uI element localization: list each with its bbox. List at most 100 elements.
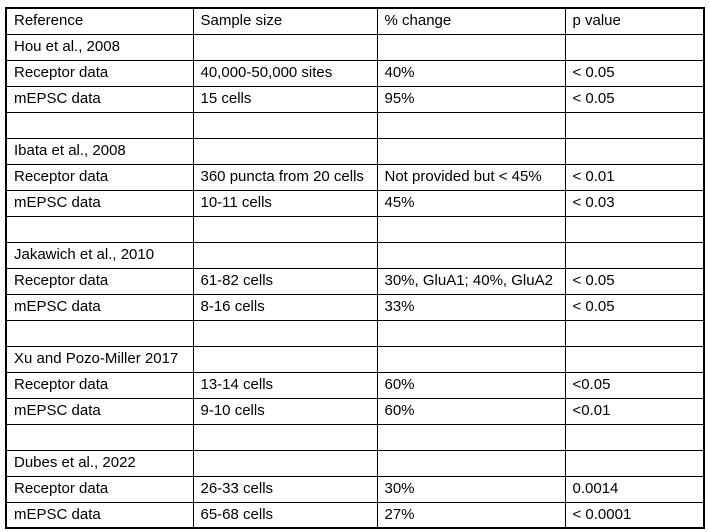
cell-p-value: <0.01	[564, 397, 705, 425]
table-row	[5, 319, 705, 347]
cell-percent-change	[376, 137, 566, 165]
cell-p-value: < 0.03	[564, 189, 705, 217]
cell-percent-change: 30%	[376, 475, 566, 503]
cell-percent-change: Not provided but < 45%	[376, 163, 566, 191]
cell-sample-size	[192, 215, 378, 243]
cell-sample-size	[192, 345, 378, 373]
cell-percent-change	[376, 215, 566, 243]
table-row: mEPSC data 65-68 cells 27% < 0.0001	[5, 501, 705, 529]
cell-p-value	[564, 137, 705, 165]
cell-sample-size: 10-11 cells	[192, 189, 378, 217]
cell-reference: mEPSC data	[5, 397, 194, 425]
cell-sample-size: 26-33 cells	[192, 475, 378, 503]
table-body: Hou et al., 2008 Receptor data 40,000-50…	[5, 33, 705, 529]
cell-sample-size	[192, 33, 378, 61]
cell-sample-size	[192, 449, 378, 477]
cell-percent-change: 60%	[376, 371, 566, 399]
cell-percent-change: 45%	[376, 189, 566, 217]
cell-reference: mEPSC data	[5, 189, 194, 217]
cell-percent-change	[376, 449, 566, 477]
cell-percent-change	[376, 423, 566, 451]
cell-percent-change	[376, 319, 566, 347]
table-row	[5, 215, 705, 243]
cell-reference: Dubes et al., 2022	[5, 449, 194, 477]
column-header-p-value: p value	[564, 7, 705, 35]
cell-sample-size	[192, 137, 378, 165]
cell-p-value	[564, 111, 705, 139]
cell-percent-change: 40%	[376, 59, 566, 87]
cell-percent-change: 95%	[376, 85, 566, 113]
table-row: mEPSC data 10-11 cells 45% < 0.03	[5, 189, 705, 217]
table-row: Hou et al., 2008	[5, 33, 705, 61]
table-row: Dubes et al., 2022	[5, 449, 705, 477]
cell-p-value	[564, 449, 705, 477]
cell-p-value: < 0.05	[564, 85, 705, 113]
cell-p-value	[564, 33, 705, 61]
cell-p-value	[564, 423, 705, 451]
table-row: Receptor data 40,000-50,000 sites 40% < …	[5, 59, 705, 87]
cell-sample-size	[192, 319, 378, 347]
cell-reference: Xu and Pozo-Miller 2017	[5, 345, 194, 373]
table-row: Jakawich et al., 2010	[5, 241, 705, 269]
cell-sample-size: 65-68 cells	[192, 501, 378, 529]
column-header-sample-size: Sample size	[192, 7, 378, 35]
cell-reference: Receptor data	[5, 475, 194, 503]
cell-reference: Receptor data	[5, 163, 194, 191]
table-row: Receptor data 26-33 cells 30% 0.0014	[5, 475, 705, 503]
table-header-row: Reference Sample size % change p value	[5, 7, 705, 35]
cell-sample-size: 15 cells	[192, 85, 378, 113]
table-row: mEPSC data 9-10 cells 60% <0.01	[5, 397, 705, 425]
cell-p-value	[564, 319, 705, 347]
cell-sample-size	[192, 423, 378, 451]
cell-percent-change: 30%, GluA1; 40%, GluA2	[376, 267, 566, 295]
cell-reference: Receptor data	[5, 59, 194, 87]
cell-sample-size	[192, 241, 378, 269]
cell-reference	[5, 215, 194, 243]
cell-reference: mEPSC data	[5, 293, 194, 321]
cell-p-value: < 0.05	[564, 59, 705, 87]
table-row: Xu and Pozo-Miller 2017	[5, 345, 705, 373]
cell-p-value	[564, 345, 705, 373]
cell-p-value: <0.05	[564, 371, 705, 399]
cell-reference: Receptor data	[5, 371, 194, 399]
study-comparison-table: Reference Sample size % change p value H…	[5, 7, 705, 529]
cell-sample-size: 8-16 cells	[192, 293, 378, 321]
cell-percent-change: 27%	[376, 501, 566, 529]
cell-p-value	[564, 241, 705, 269]
cell-percent-change: 60%	[376, 397, 566, 425]
cell-reference	[5, 111, 194, 139]
cell-sample-size: 40,000-50,000 sites	[192, 59, 378, 87]
table-row: mEPSC data 15 cells 95% < 0.05	[5, 85, 705, 113]
table-row: Receptor data 13-14 cells 60% <0.05	[5, 371, 705, 399]
column-header-reference: Reference	[5, 7, 194, 35]
cell-reference	[5, 423, 194, 451]
table-row: Receptor data 61-82 cells 30%, GluA1; 40…	[5, 267, 705, 295]
cell-sample-size: 13-14 cells	[192, 371, 378, 399]
cell-p-value	[564, 215, 705, 243]
cell-reference: Receptor data	[5, 267, 194, 295]
cell-sample-size	[192, 111, 378, 139]
cell-p-value: < 0.01	[564, 163, 705, 191]
cell-reference: Hou et al., 2008	[5, 33, 194, 61]
cell-p-value: < 0.05	[564, 293, 705, 321]
cell-percent-change	[376, 241, 566, 269]
cell-p-value: 0.0014	[564, 475, 705, 503]
cell-reference: Jakawich et al., 2010	[5, 241, 194, 269]
cell-percent-change: 33%	[376, 293, 566, 321]
cell-sample-size: 61-82 cells	[192, 267, 378, 295]
table-row	[5, 111, 705, 139]
cell-sample-size: 9-10 cells	[192, 397, 378, 425]
column-header-percent-change: % change	[376, 7, 566, 35]
cell-sample-size: 360 puncta from 20 cells	[192, 163, 378, 191]
table-row: mEPSC data 8-16 cells 33% < 0.05	[5, 293, 705, 321]
table-row: Receptor data 360 puncta from 20 cells N…	[5, 163, 705, 191]
cell-percent-change	[376, 111, 566, 139]
cell-reference: mEPSC data	[5, 501, 194, 529]
cell-percent-change	[376, 345, 566, 373]
table-row: Ibata et al., 2008	[5, 137, 705, 165]
table-row	[5, 423, 705, 451]
cell-reference: Ibata et al., 2008	[5, 137, 194, 165]
cell-reference: mEPSC data	[5, 85, 194, 113]
cell-p-value: < 0.05	[564, 267, 705, 295]
